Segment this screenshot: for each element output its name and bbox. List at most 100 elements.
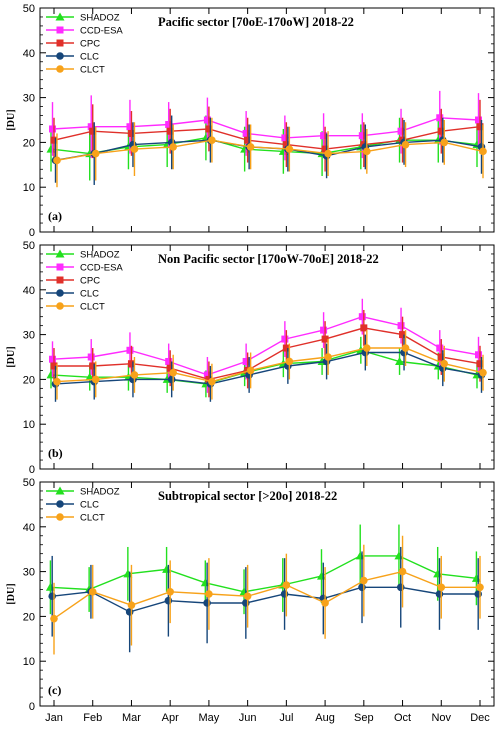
y-tick-label: 20 (23, 374, 35, 386)
data-point (48, 592, 56, 601)
panel-title: Subtropical sector [>20o] 2018-22 (158, 489, 337, 503)
series-line (53, 570, 480, 620)
panel-title: Non Pacific sector [170oW-70oE] 2018-22 (158, 252, 379, 266)
y-tick-label: 0 (29, 701, 35, 713)
legend-label: CLC (80, 500, 99, 511)
legend-label: CPC (80, 39, 100, 50)
data-point (50, 614, 58, 623)
y-tick-label: 20 (23, 137, 35, 149)
data-point (476, 360, 484, 368)
data-point (50, 136, 58, 144)
data-point (242, 599, 250, 607)
series-clct (53, 117, 487, 188)
y-axis-label: [DU] (6, 346, 17, 367)
legend-marker (56, 263, 64, 271)
data-point (166, 127, 174, 135)
legend: SHADOZ CLC CLCT (46, 486, 120, 524)
data-point (324, 353, 332, 361)
panel-label: (a) (48, 209, 62, 223)
panel-label: (b) (48, 446, 63, 460)
data-point (285, 145, 294, 153)
legend-label: SHADOZ (80, 250, 120, 261)
series-line (56, 347, 484, 383)
series-line (56, 139, 484, 161)
data-point (395, 356, 405, 365)
data-point (50, 362, 58, 370)
data-point (440, 138, 449, 147)
data-point (53, 377, 61, 386)
data-point (203, 599, 211, 607)
data-point (475, 116, 482, 124)
data-point (126, 346, 134, 354)
data-point (282, 141, 290, 149)
data-point (436, 344, 444, 352)
data-point (479, 368, 487, 377)
series-line (52, 315, 479, 376)
legend-label: SHADOZ (80, 487, 120, 498)
data-point (203, 116, 211, 124)
y-tick-label: 40 (23, 285, 35, 297)
data-point (205, 590, 213, 598)
y-tick-label: 10 (23, 656, 35, 668)
legend-label: CLC (80, 52, 99, 63)
data-point (320, 326, 328, 334)
data-point (401, 344, 410, 352)
legend-label: CLCT (80, 302, 105, 313)
x-tick-label: May (199, 712, 220, 724)
data-point (397, 127, 405, 135)
data-point (280, 590, 289, 598)
legend-label: CLC (80, 289, 99, 300)
y-tick-label: 30 (23, 330, 35, 342)
data-point (440, 359, 449, 368)
data-point (358, 583, 366, 592)
legend-marker (56, 289, 64, 297)
data-point (49, 125, 56, 133)
y-tick-label: 50 (23, 477, 35, 489)
legend: SHADOZ CCD-ESA CPC CLC CLCT (46, 12, 123, 76)
data-point (165, 357, 173, 365)
legend-label: CCD-ESA (80, 263, 123, 274)
panel-2: 0 10 20 30 40 50 [DU] Non Pacific sector [170oW… (6, 240, 495, 476)
plot-frame (39, 244, 495, 470)
legend-marker (55, 486, 65, 495)
x-tick-label: Dec (470, 712, 490, 724)
x-tick-label: Apr (162, 712, 179, 724)
series-line (50, 555, 477, 593)
data-point (46, 144, 56, 153)
data-point (321, 599, 329, 607)
series-line (54, 327, 481, 381)
data-point (165, 120, 173, 128)
data-point (401, 140, 410, 149)
panel-title: Pacific sector [70oE-170oW] 2018-22 (158, 15, 354, 29)
y-tick-label: 30 (23, 93, 35, 105)
data-point (363, 147, 371, 156)
data-point (474, 590, 483, 598)
data-point (91, 375, 100, 384)
y-tick-label: 50 (23, 3, 35, 15)
data-point (282, 581, 291, 589)
x-tick-label: Sep (354, 712, 374, 724)
data-point (396, 583, 405, 592)
data-point (208, 377, 216, 386)
data-point (53, 156, 61, 165)
data-point (358, 313, 366, 321)
data-point (169, 143, 177, 151)
legend-label: CLCT (80, 65, 105, 76)
series-line (52, 586, 479, 613)
x-tick-label: Nov (431, 712, 451, 724)
y-tick-label: 40 (23, 522, 35, 534)
data-point (475, 351, 482, 359)
data-point (243, 592, 252, 601)
panel-label: (c) (48, 683, 61, 697)
plot-frame (39, 481, 495, 707)
x-tick-label: Jan (45, 712, 63, 724)
y-tick-label: 50 (23, 240, 35, 252)
legend-label: SHADOZ (80, 13, 120, 24)
data-point (87, 123, 95, 131)
data-point (437, 583, 446, 592)
panel-1: 0 10 20 30 40 50 [DU] Pacific sector [70oE-170o… (6, 3, 495, 239)
data-point (360, 324, 368, 332)
data-point (208, 136, 216, 144)
data-point (358, 132, 366, 140)
